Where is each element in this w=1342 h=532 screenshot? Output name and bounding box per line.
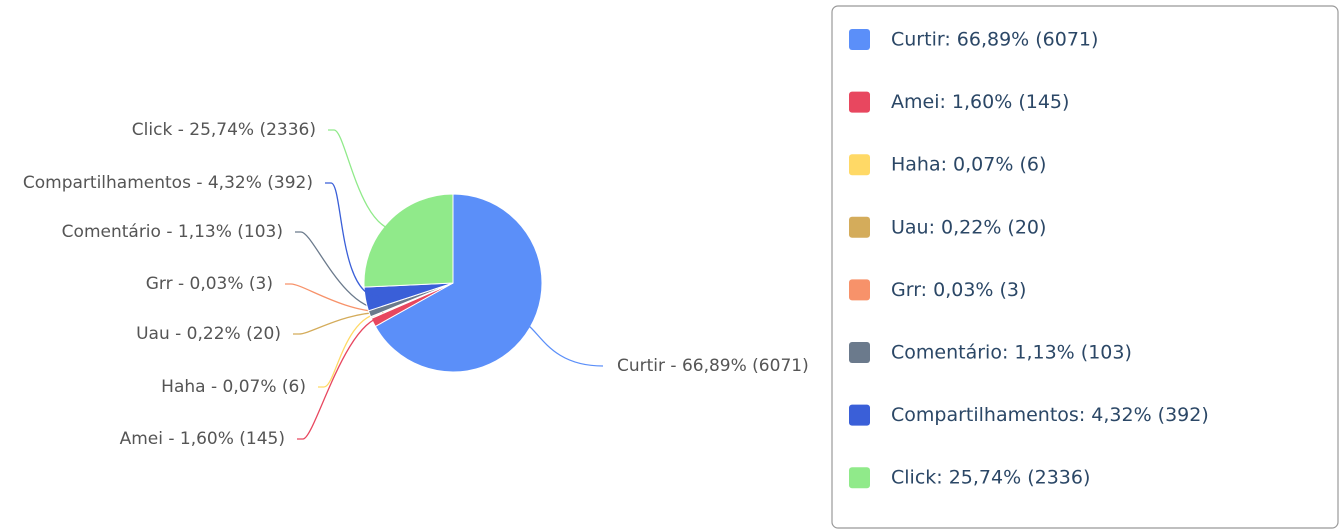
legend-swatch bbox=[849, 29, 870, 50]
legend-label: Comentário: 1,13% (103) bbox=[891, 342, 1132, 364]
legend-label: Uau: 0,22% (20) bbox=[891, 216, 1046, 238]
legend-label: Amei: 1,60% (145) bbox=[891, 91, 1069, 113]
legend-swatch bbox=[849, 216, 870, 238]
connector bbox=[325, 182, 379, 298]
legend-label: Compartilhamentos: 4,32% (392) bbox=[891, 404, 1209, 426]
legend-swatch bbox=[849, 154, 870, 176]
slice bbox=[363, 193, 454, 288]
data-label: Compartilhamentos - 4,32% (392) bbox=[23, 173, 313, 193]
data-label: Grr - 0,03% (3) bbox=[146, 274, 273, 294]
legend-label: Click: 25,74% (2336) bbox=[891, 467, 1090, 489]
legend-box bbox=[831, 5, 1339, 529]
data-label: Haha - 0,07% (6) bbox=[161, 377, 306, 397]
legend-label: Haha: 0,07% (6) bbox=[891, 154, 1046, 176]
connector bbox=[328, 129, 399, 232]
pie bbox=[285, 129, 604, 440]
legend-swatch bbox=[849, 467, 870, 489]
legend-label: Grr: 0,03% (3) bbox=[891, 279, 1026, 301]
data-label: Amei - 1,60% (145) bbox=[120, 429, 285, 449]
data-label: Curtir - 66,89% (6071) bbox=[617, 356, 809, 376]
legend-swatch bbox=[849, 91, 870, 113]
connector bbox=[518, 320, 604, 367]
legend-swatch bbox=[849, 279, 870, 301]
slice bbox=[374, 193, 543, 373]
data-label: Click - 25,74% (2336) bbox=[132, 120, 316, 140]
legend-swatch bbox=[849, 404, 870, 426]
data-label: Comentário - 1,13% (103) bbox=[62, 222, 283, 242]
connector bbox=[297, 315, 386, 440]
data-label: Uau - 0,22% (20) bbox=[136, 324, 281, 344]
legend-swatch bbox=[849, 342, 870, 363]
legend-label: Curtir: 66,89% (6071) bbox=[891, 29, 1098, 51]
